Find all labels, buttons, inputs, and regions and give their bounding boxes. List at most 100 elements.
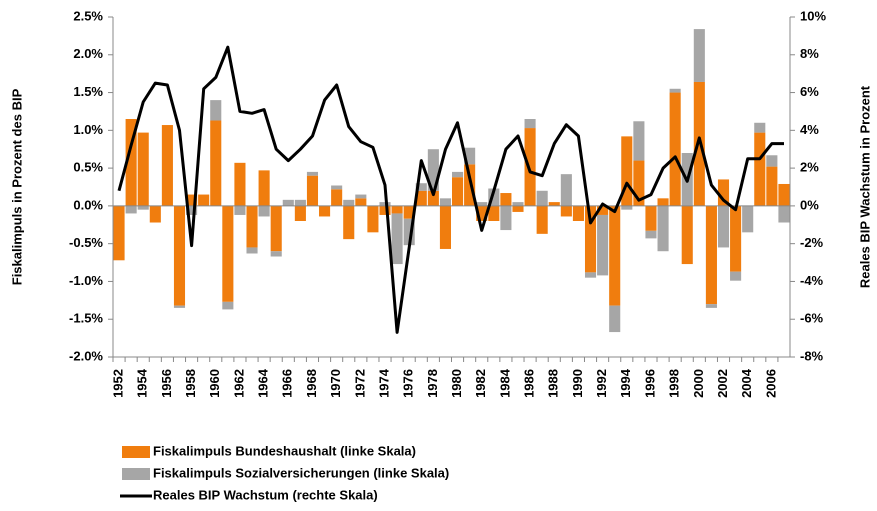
bar xyxy=(476,202,488,206)
bar xyxy=(186,194,198,206)
legend-label: Fiskalimpuls Sozialversicherungen (linke… xyxy=(153,465,449,480)
bar xyxy=(439,205,451,249)
bar xyxy=(270,205,282,252)
y-tick-label: 0.5% xyxy=(73,160,103,175)
line xyxy=(117,45,784,334)
bar xyxy=(754,122,766,133)
y-tick-label: -1.5% xyxy=(69,311,103,326)
bar xyxy=(488,205,500,221)
x-tick-label: 1998 xyxy=(667,369,682,398)
bar xyxy=(391,213,403,265)
bar xyxy=(645,205,657,231)
x-tick-label: 1972 xyxy=(352,369,367,398)
bar xyxy=(415,183,427,191)
y-tick-label: 1.0% xyxy=(73,122,103,137)
y2-tick-label: 0% xyxy=(800,197,819,212)
y2-tick-label: -2% xyxy=(800,235,824,250)
bar xyxy=(488,188,500,206)
bar xyxy=(234,162,246,206)
bar xyxy=(149,205,161,223)
bar xyxy=(355,198,367,206)
bar xyxy=(621,205,633,210)
bar xyxy=(633,160,645,206)
x-tick-label: 2006 xyxy=(763,369,778,398)
bar xyxy=(403,205,415,219)
y-tick-label: 0.0% xyxy=(73,197,103,212)
bar xyxy=(693,29,705,82)
bar xyxy=(331,189,343,206)
x-tick-label: 1988 xyxy=(546,369,561,398)
bar xyxy=(464,164,476,206)
y2-tick-label: 4% xyxy=(800,122,819,137)
bar xyxy=(452,171,464,178)
x-tick-label: 1980 xyxy=(449,369,464,398)
x-tick-label: 1978 xyxy=(425,369,440,398)
bar xyxy=(584,205,597,273)
x-tick-label: 1996 xyxy=(642,369,657,398)
bar xyxy=(512,205,524,212)
bar xyxy=(524,119,536,129)
x-tick-label: 1964 xyxy=(256,368,271,398)
bar xyxy=(500,205,512,231)
x-tick-label: 2002 xyxy=(715,369,730,398)
x-tick-label: 2000 xyxy=(691,369,706,398)
bar xyxy=(331,185,343,190)
bar xyxy=(536,205,548,234)
x-tick-label: 1994 xyxy=(618,368,633,398)
y2-tick-label: 6% xyxy=(800,84,819,99)
bar xyxy=(681,205,693,265)
x-tick-label: 1990 xyxy=(570,369,585,398)
bar xyxy=(258,205,270,217)
bar xyxy=(439,198,451,206)
bar xyxy=(173,205,186,306)
bar xyxy=(270,251,282,257)
bar xyxy=(415,190,427,206)
bar xyxy=(452,177,464,206)
bar xyxy=(403,218,415,246)
bar xyxy=(379,202,391,206)
bar xyxy=(161,125,173,206)
y-tick-label: -2.0% xyxy=(69,348,103,363)
bar xyxy=(173,305,186,308)
y2-axis-title: Reales BIP Wachstum in Prozent xyxy=(857,85,872,288)
y2-tick-label: 2% xyxy=(800,160,819,175)
bar xyxy=(548,202,560,206)
bar xyxy=(294,199,306,206)
bar xyxy=(343,199,355,206)
legend-swatch xyxy=(122,446,150,458)
bar xyxy=(464,147,476,165)
bar xyxy=(560,174,572,206)
bar xyxy=(536,190,548,206)
bar xyxy=(645,230,657,239)
bar xyxy=(609,205,621,306)
bar xyxy=(137,205,149,210)
bar xyxy=(717,205,730,248)
bar xyxy=(717,179,730,206)
legend-label: Reales BIP Wachstum (rechte Skala) xyxy=(153,487,378,502)
bar xyxy=(210,100,222,121)
bar xyxy=(343,205,355,240)
bar xyxy=(355,194,367,199)
bar xyxy=(730,271,742,281)
bar xyxy=(609,305,621,333)
bar xyxy=(113,205,125,261)
y2-tick-label: -4% xyxy=(800,273,824,288)
bar xyxy=(572,205,584,221)
x-tick-label: 1970 xyxy=(328,369,343,398)
x-tick-label: 1952 xyxy=(110,369,125,398)
y2-tick-label: 10% xyxy=(800,8,826,23)
y2-tick-label: -8% xyxy=(800,348,824,363)
bar xyxy=(282,199,294,206)
x-tick-label: 1992 xyxy=(594,369,609,398)
bar xyxy=(778,183,790,206)
bar xyxy=(246,247,258,254)
bar xyxy=(657,205,669,252)
y-tick-label: 2.0% xyxy=(73,46,103,61)
bar xyxy=(210,120,222,206)
x-tick-label: 1974 xyxy=(376,368,391,398)
bar xyxy=(669,88,681,93)
bar xyxy=(669,92,681,206)
bar xyxy=(427,149,439,191)
bar xyxy=(379,205,391,215)
